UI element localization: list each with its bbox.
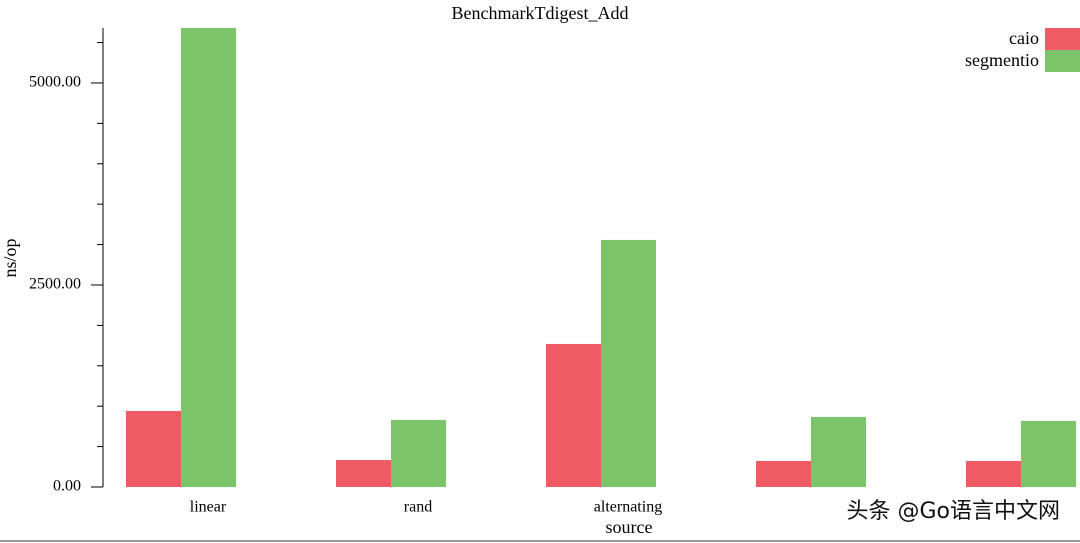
x-tick-label: alternating <box>594 499 662 516</box>
legend-swatch <box>1045 28 1080 50</box>
bar <box>391 420 446 487</box>
legend-swatch <box>1045 50 1080 72</box>
bar <box>601 239 656 487</box>
y-axis-label: ns/op <box>0 238 20 277</box>
x-tick-label: rand <box>404 499 432 516</box>
y-tick-label: 2500.00 <box>29 276 81 293</box>
x-axis-label: source <box>606 517 653 537</box>
bar <box>966 460 1021 487</box>
legend-label: segmentio <box>965 50 1039 70</box>
y-tick-label: 5000.00 <box>29 74 81 91</box>
watermark: 头条 @Go语言中文网 <box>846 499 1060 524</box>
bar <box>1021 420 1076 487</box>
legend-label: caio <box>1009 28 1039 48</box>
bar <box>811 417 866 487</box>
bar <box>336 460 391 487</box>
x-tick-label: linear <box>190 499 227 516</box>
bar <box>126 410 181 487</box>
bar <box>756 460 811 487</box>
y-tick-label: 0.00 <box>53 478 81 495</box>
bar <box>181 28 236 487</box>
bar <box>546 343 601 487</box>
chart-title: BenchmarkTdigest_Add <box>452 3 629 23</box>
